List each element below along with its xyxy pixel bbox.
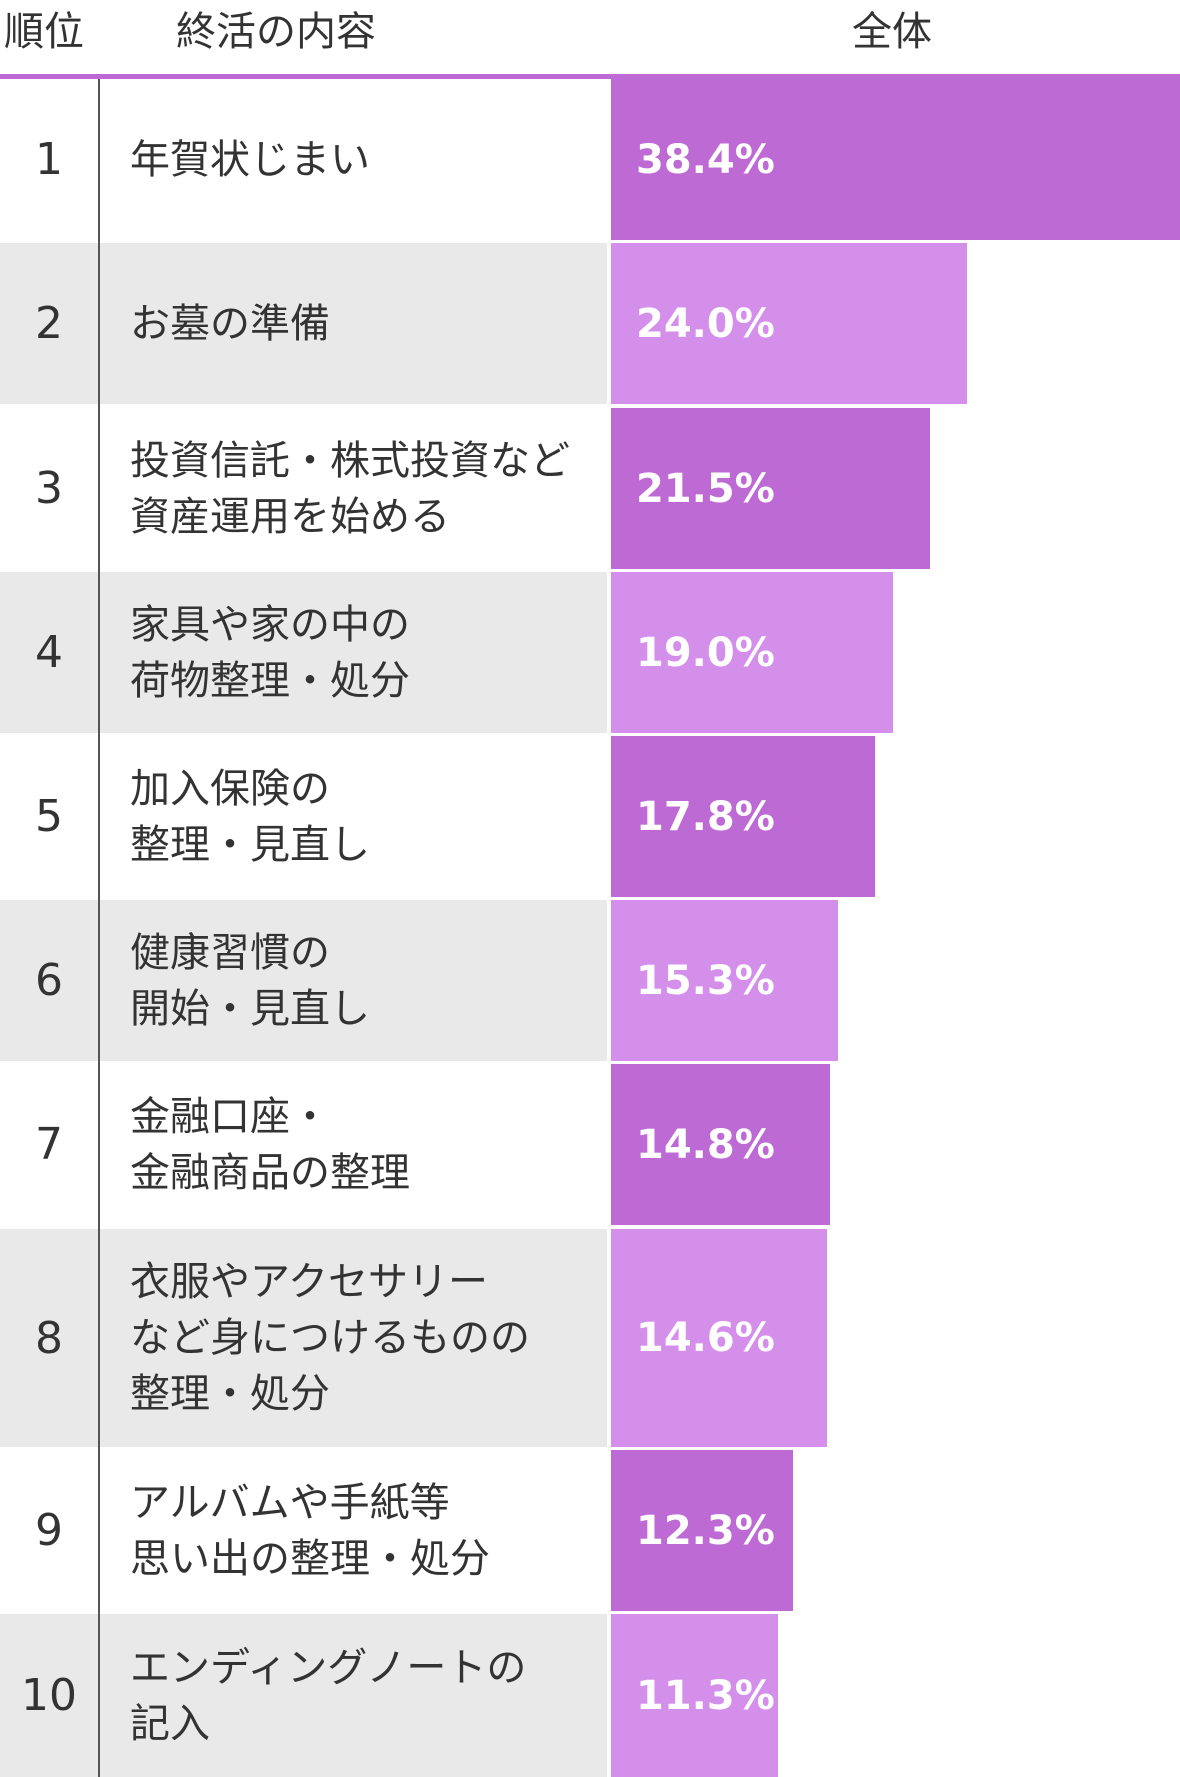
table-row: 10 エンディングノートの 記入 11.3%	[0, 1614, 1180, 1777]
rank-number: 6	[35, 955, 63, 1006]
row-background	[0, 79, 607, 240]
category-label: 年賀状じまい	[130, 136, 370, 183]
rank-number: 1	[35, 134, 63, 185]
rank-number: 5	[35, 791, 63, 842]
rank-column-divider	[98, 79, 100, 1777]
bar	[611, 1450, 794, 1611]
bar-value-label: 11.3%	[636, 1672, 775, 1719]
bar-value-label: 19.0%	[636, 629, 775, 676]
category-label: 衣服やアクセサリー など身につけるものの 整理・処分	[130, 1259, 530, 1417]
category-label: エンディングノートの 記入	[130, 1644, 527, 1747]
table-row: 4 家具や家の中の 荷物整理・処分 19.0%	[0, 572, 1180, 733]
rank-column-header: 順位	[4, 9, 84, 55]
row-background	[0, 408, 607, 569]
row-background	[0, 1450, 607, 1611]
table-row: 3 投資信託・株式投資など 資産運用を始める 21.5%	[0, 408, 1180, 569]
row-background	[0, 900, 607, 1061]
table-header: 順位 終活の内容 全体	[0, 0, 1180, 74]
header-divider	[0, 74, 1180, 79]
rank-number: 4	[35, 627, 63, 678]
rank-number: 2	[35, 298, 63, 349]
row-background	[0, 243, 607, 404]
bar-value-label: 17.8%	[636, 793, 775, 840]
bar	[611, 572, 893, 733]
category-label: 投資信託・株式投資など 資産運用を始める	[130, 437, 570, 540]
bar-value-label: 14.6%	[636, 1315, 775, 1361]
bar	[611, 79, 1180, 240]
category-label: お墓の準備	[130, 300, 330, 347]
table-row: 9 アルバムや手紙等 思い出の整理・処分 12.3%	[0, 1450, 1180, 1611]
table-row: 7 金融口座・ 金融商品の整理 14.8%	[0, 1064, 1180, 1225]
bar-value-label: 15.3%	[636, 957, 775, 1004]
bar-value-label: 12.3%	[636, 1507, 775, 1554]
row-background	[0, 1614, 607, 1777]
row-background	[0, 1229, 607, 1447]
bar-value-label: 38.4%	[636, 136, 775, 183]
row-background	[0, 736, 607, 897]
bar-value-label: 24.0%	[636, 300, 775, 347]
rank-number: 10	[21, 1670, 77, 1721]
ranking-chart: 1 年賀状じまい 38.4% 2 お墓の準備 24.0% 3 投資信託・株式投資など 資産運用…	[0, 79, 1180, 1777]
rank-number: 8	[35, 1312, 63, 1364]
bar	[611, 1614, 779, 1777]
table-row: 2 お墓の準備 24.0%	[0, 243, 1180, 404]
table-row: 5 加入保険の 整理・見直し 17.8%	[0, 736, 1180, 897]
bar	[611, 243, 967, 404]
rank-number: 9	[35, 1505, 63, 1556]
bar-value-label: 14.8%	[636, 1121, 775, 1168]
category-label: 家具や家の中の 荷物整理・処分	[130, 601, 410, 704]
total-column-header: 全体	[852, 9, 932, 55]
bar-value-label: 21.5%	[636, 465, 775, 512]
bar	[611, 736, 875, 897]
table-row: 6 健康習慣の 開始・見直し 15.3%	[0, 900, 1180, 1061]
rank-number: 7	[35, 1119, 63, 1170]
category-label: 金融口座・ 金融商品の整理	[130, 1093, 410, 1196]
rank-number: 3	[35, 463, 63, 514]
category-label: 健康習慣の 開始・見直し	[130, 929, 370, 1032]
bar	[611, 408, 930, 569]
table-row: 8 衣服やアクセサリー など身につけるものの 整理・処分 14.6%	[0, 1229, 1180, 1447]
table-row: 1 年賀状じまい 38.4%	[0, 79, 1180, 240]
bar	[611, 1229, 828, 1447]
row-background	[0, 1064, 607, 1225]
content-column-header: 終活の内容	[176, 9, 376, 55]
bar	[611, 1064, 831, 1225]
category-label: アルバムや手紙等 思い出の整理・処分	[130, 1479, 490, 1582]
category-label: 加入保険の 整理・見直し	[130, 765, 370, 868]
row-background	[0, 572, 607, 733]
bar	[611, 900, 838, 1061]
